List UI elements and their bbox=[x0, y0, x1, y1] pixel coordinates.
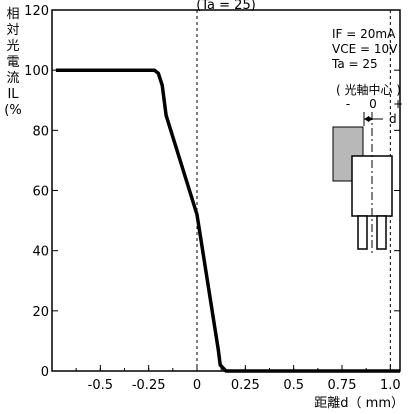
y-axis-title-char-5: 流 bbox=[6, 71, 19, 86]
y-axis-title-char-6: IL bbox=[7, 87, 19, 102]
inset-d-label: d bbox=[389, 112, 397, 126]
inset-plus-sign: + bbox=[393, 97, 403, 111]
condition-ta: Ta = 25 bbox=[331, 57, 378, 71]
inset-title: ( 光軸中心 ) bbox=[336, 82, 401, 97]
inset-minus-sign: - bbox=[346, 97, 350, 111]
chart-title: (Ta = 25) bbox=[196, 0, 256, 13]
d-arrow-left-icon bbox=[364, 116, 369, 122]
series-line-relative-photocurrent bbox=[55, 68, 400, 373]
y-tick-label: 20 bbox=[32, 305, 49, 320]
sensor-pin-right-shape bbox=[376, 215, 387, 250]
y-tick-label: 100 bbox=[24, 64, 49, 79]
y-axis-title-char-2: 対 bbox=[6, 23, 19, 38]
y-axis-title: 相 対 光 電 流 IL (% bbox=[4, 7, 21, 118]
y-axis-title-char-3: 光 bbox=[6, 39, 19, 54]
y-tick-label: 0 bbox=[41, 365, 49, 380]
y-axis-title-char-4: 電 bbox=[6, 55, 19, 70]
x-tick-label: 0.75 bbox=[328, 378, 357, 393]
sensor-pin-left-shape bbox=[357, 215, 368, 250]
inset-zero-label: 0 bbox=[369, 97, 377, 111]
x-tick-label: 1.0 bbox=[380, 378, 401, 393]
x-tick-label: 0.25 bbox=[231, 378, 260, 393]
y-tick-label: 120 bbox=[24, 4, 49, 19]
optical-axis-inset: ( 光軸中心 ) - 0 + d bbox=[332, 82, 403, 254]
conditions-legend: IF = 20mA VCE = 10V Ta = 25 bbox=[331, 27, 398, 71]
y-axis-title-char-1: 相 bbox=[6, 7, 19, 22]
d-arrow-right-icon bbox=[368, 116, 373, 122]
x-tick-label: 0.5 bbox=[283, 378, 304, 393]
y-tick-label: 40 bbox=[32, 245, 49, 260]
y-tick-label: 60 bbox=[32, 185, 49, 200]
x-tick-label: -0.5 bbox=[88, 378, 113, 393]
x-tick-label: 0 bbox=[193, 378, 201, 393]
y-axis: 0 20 40 60 80 100 120 bbox=[24, 4, 400, 380]
x-axis-title: 距離d（ mm） bbox=[314, 396, 404, 411]
y-tick-label: 80 bbox=[32, 124, 49, 139]
condition-vce: VCE = 10V bbox=[332, 42, 398, 56]
y-axis-title-char-7: (% bbox=[4, 103, 21, 118]
condition-if: IF = 20mA bbox=[332, 27, 396, 41]
x-axis: -0.5 -0.25 0 0.25 0.5 0.75 1.0 bbox=[75, 365, 401, 393]
x-tick-label: -0.25 bbox=[132, 378, 166, 393]
